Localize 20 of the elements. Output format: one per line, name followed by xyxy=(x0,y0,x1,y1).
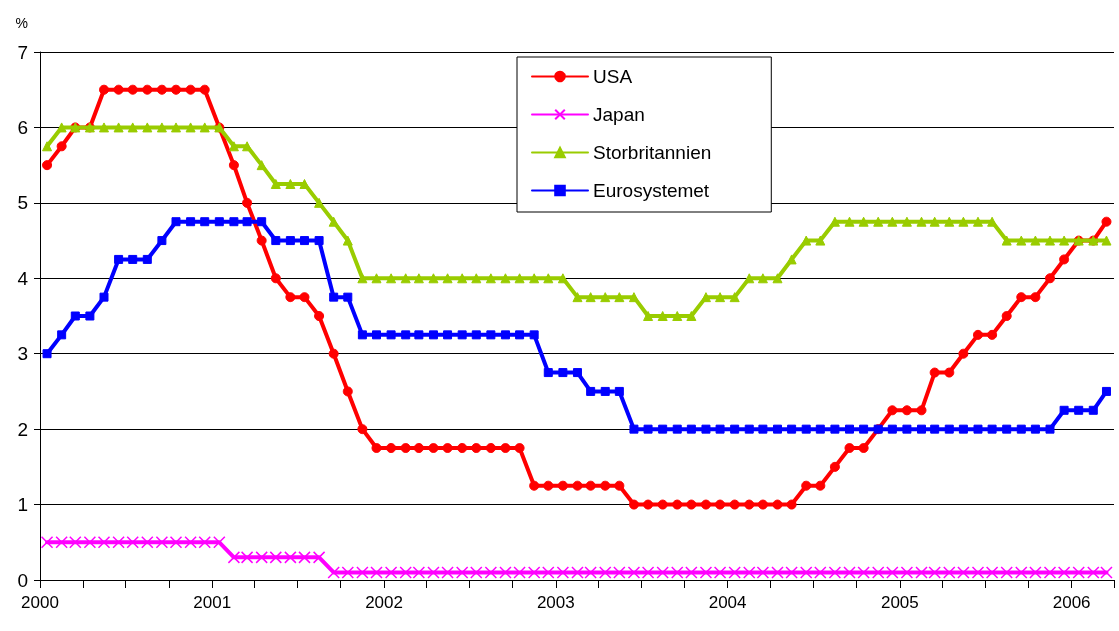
y-axis-title: % xyxy=(15,15,28,31)
y-tick-label: 4 xyxy=(17,267,29,289)
legend-label: USA xyxy=(593,66,633,87)
y-tick-label: 5 xyxy=(17,192,28,214)
legend-label: Japan xyxy=(593,104,645,125)
y-tick-label: 3 xyxy=(17,343,28,365)
y-tick-label: 0 xyxy=(17,569,28,591)
y-tick-label: 2 xyxy=(17,418,28,440)
y-tick-label: 6 xyxy=(17,116,28,138)
x-tick-label: 2003 xyxy=(536,593,575,612)
x-tick-label: 2006 xyxy=(1052,593,1091,612)
y-tick-label: 7 xyxy=(17,41,28,63)
x-tick-label: 2002 xyxy=(365,593,403,612)
legend-label: Storbritannien xyxy=(593,142,712,163)
x-tick-label: 2001 xyxy=(193,593,232,612)
legend-label: Eurosystemet xyxy=(593,180,710,201)
x-tick-label: 2004 xyxy=(708,593,747,612)
x-tick-label: 2005 xyxy=(880,593,919,612)
x-tick-label: 2000 xyxy=(21,593,59,612)
y-tick-label: 1 xyxy=(17,494,28,516)
